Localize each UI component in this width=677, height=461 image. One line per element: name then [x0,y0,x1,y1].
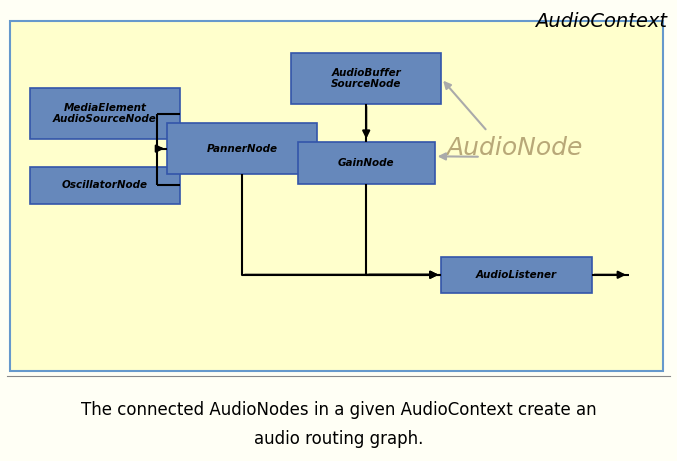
Bar [298,142,435,183]
Text: PannerNode: PannerNode [206,144,278,154]
Text: The connected AudioNodes in a given AudioContext create an: The connected AudioNodes in a given Audi… [81,401,596,420]
Bar [441,256,592,293]
Bar [30,167,180,204]
Text: audio routing graph.: audio routing graph. [254,430,423,448]
Text: AudioContext: AudioContext [535,12,667,30]
Bar [10,21,663,371]
Text: AudioNode: AudioNode [446,136,583,160]
Bar [167,124,318,174]
Text: AudioBuffer
SourceNode: AudioBuffer SourceNode [331,68,401,89]
Text: GainNode: GainNode [338,158,395,168]
Text: MediaElement
AudioSourceNode: MediaElement AudioSourceNode [53,103,157,124]
Bar [30,89,180,139]
Bar [291,53,441,104]
Text: OscillatorNode: OscillatorNode [62,180,148,190]
Text: AudioListener: AudioListener [476,270,557,280]
